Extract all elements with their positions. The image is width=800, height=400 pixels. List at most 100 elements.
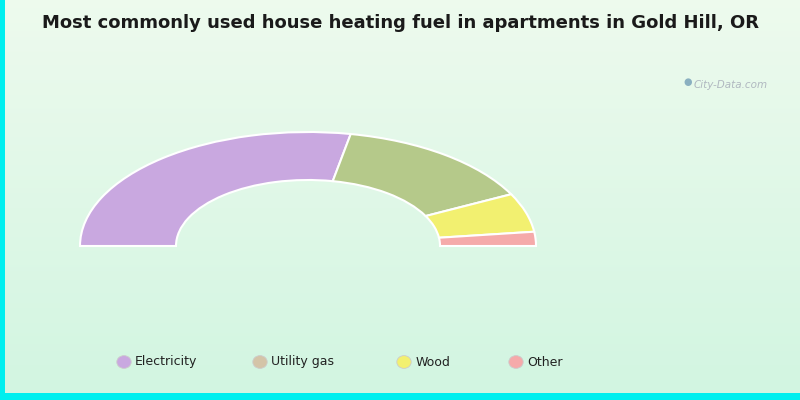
Bar xyxy=(0,235,800,236)
Bar xyxy=(0,13,800,15)
Bar xyxy=(0,25,800,27)
Bar xyxy=(0,204,800,205)
Bar xyxy=(0,7,800,8)
Bar xyxy=(0,52,800,53)
Bar xyxy=(0,227,800,228)
Bar xyxy=(0,109,800,111)
Bar xyxy=(0,97,800,99)
Bar xyxy=(0,316,800,317)
Bar xyxy=(0,351,800,352)
Bar xyxy=(0,85,800,87)
Bar xyxy=(0,369,800,371)
Bar xyxy=(0,173,800,175)
Bar xyxy=(0,165,800,167)
Bar xyxy=(0,209,800,211)
Bar xyxy=(0,205,800,207)
Bar xyxy=(0,96,800,97)
Bar xyxy=(0,293,800,295)
Bar xyxy=(0,381,800,383)
Bar xyxy=(0,339,800,340)
Bar xyxy=(0,105,800,107)
Bar xyxy=(0,393,800,400)
Bar xyxy=(0,199,800,200)
Bar xyxy=(0,203,800,204)
Bar xyxy=(0,125,800,127)
Bar xyxy=(0,117,800,119)
Bar xyxy=(0,87,800,88)
Text: Electricity: Electricity xyxy=(135,356,198,368)
Bar xyxy=(0,157,800,159)
Bar xyxy=(0,376,800,377)
Bar xyxy=(0,273,800,275)
Bar xyxy=(0,196,800,197)
Bar xyxy=(0,327,800,328)
Bar xyxy=(0,11,800,12)
Bar xyxy=(0,141,800,143)
Bar xyxy=(0,328,800,329)
Bar xyxy=(0,271,800,272)
Bar xyxy=(0,169,800,171)
Bar xyxy=(0,163,800,164)
Bar xyxy=(0,219,800,220)
Bar xyxy=(0,392,800,393)
Bar xyxy=(0,12,800,13)
Bar xyxy=(0,75,800,76)
Bar xyxy=(0,223,800,224)
Bar xyxy=(0,20,800,21)
Bar xyxy=(0,212,800,213)
Bar xyxy=(0,255,800,256)
Bar xyxy=(0,155,800,156)
Bar xyxy=(0,247,800,248)
Bar xyxy=(0,172,800,173)
Bar xyxy=(0,277,800,279)
Bar xyxy=(0,32,800,33)
Bar xyxy=(0,68,800,69)
Bar xyxy=(0,133,800,135)
Bar xyxy=(0,40,800,41)
Bar xyxy=(0,91,800,92)
Bar xyxy=(0,225,800,227)
Bar xyxy=(0,341,800,343)
Bar xyxy=(0,63,800,64)
Bar xyxy=(0,236,800,237)
Bar xyxy=(0,168,800,169)
Bar xyxy=(0,3,800,4)
Bar xyxy=(0,399,800,400)
Bar xyxy=(0,60,800,61)
Bar xyxy=(0,344,800,345)
Bar xyxy=(0,356,800,357)
Bar xyxy=(0,371,800,372)
Bar xyxy=(0,276,800,277)
Bar xyxy=(0,84,800,85)
Bar xyxy=(0,297,800,299)
Bar xyxy=(0,347,800,348)
Bar xyxy=(0,127,800,128)
Bar xyxy=(0,8,800,9)
Bar xyxy=(0,93,800,95)
Bar xyxy=(0,123,800,124)
Bar xyxy=(0,64,800,65)
Bar xyxy=(0,388,800,389)
Bar xyxy=(0,232,800,233)
Bar xyxy=(0,120,800,121)
Wedge shape xyxy=(80,132,350,246)
Ellipse shape xyxy=(253,356,267,368)
Bar xyxy=(0,36,800,37)
Bar xyxy=(0,289,800,291)
Bar xyxy=(0,299,800,300)
Bar xyxy=(0,65,800,67)
Bar xyxy=(0,284,800,285)
Bar xyxy=(0,311,800,312)
Wedge shape xyxy=(426,194,534,238)
Bar xyxy=(0,300,800,301)
Bar xyxy=(0,360,800,361)
Bar xyxy=(0,257,800,259)
Bar xyxy=(0,187,800,188)
Bar xyxy=(0,353,800,355)
Bar xyxy=(0,188,800,189)
Bar xyxy=(0,320,800,321)
Bar xyxy=(0,241,800,243)
Bar xyxy=(0,256,800,257)
Wedge shape xyxy=(333,134,511,216)
Bar xyxy=(0,192,800,193)
